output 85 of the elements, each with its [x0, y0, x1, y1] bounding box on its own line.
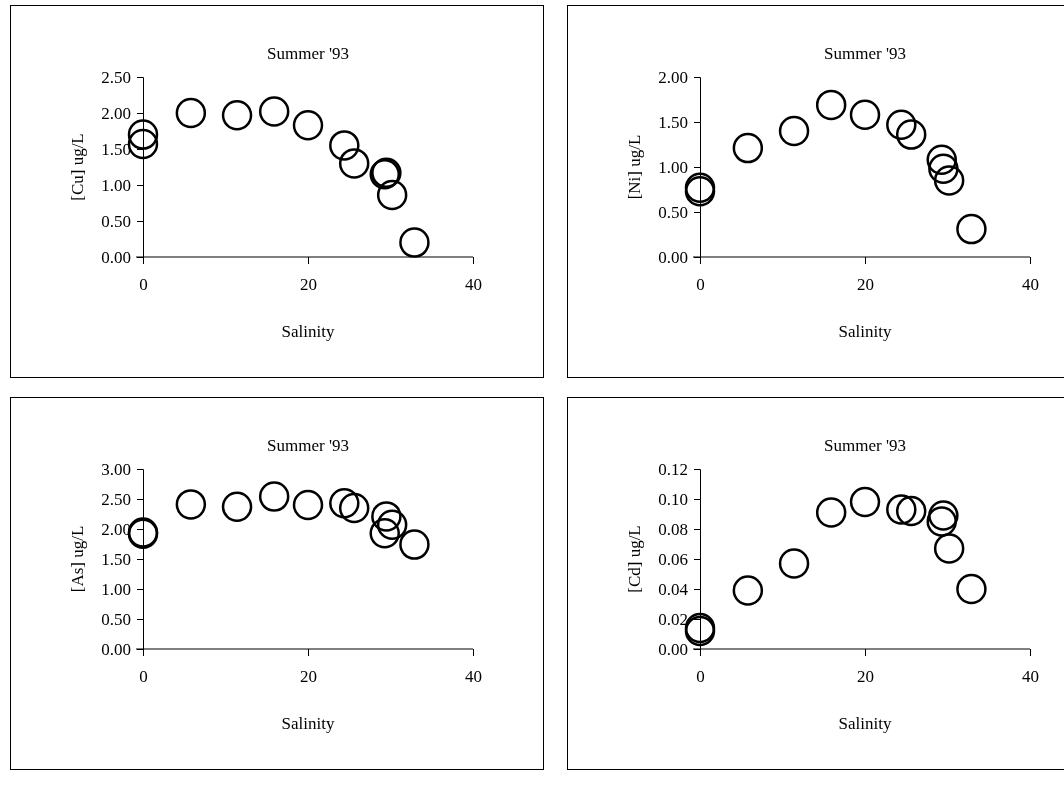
point [292, 110, 324, 141]
y-tick-label: 1.00 [101, 579, 131, 599]
point [371, 501, 402, 532]
y-tick-label: 0.00 [101, 639, 131, 659]
y-tick-label: 3.00 [101, 459, 131, 479]
x-tick-label: 20 [857, 667, 874, 687]
point [329, 130, 360, 161]
y-axis-title: [As] ug/L [68, 525, 87, 593]
point [815, 497, 847, 528]
y-tick-label: 1.50 [101, 549, 131, 569]
y-axis-title: [Ni] ug/L [625, 134, 644, 200]
point [778, 548, 810, 579]
x-tick-label: 0 [696, 275, 705, 295]
point [329, 487, 360, 519]
point [175, 97, 207, 129]
point [292, 489, 324, 521]
point [221, 99, 253, 131]
point [933, 533, 965, 564]
point [399, 227, 430, 258]
y-tick-label: 0.10 [658, 489, 688, 509]
y-tick-label: 0.00 [658, 247, 688, 267]
x-tick-label: 20 [300, 275, 317, 295]
y-tick-label: 2.00 [658, 67, 688, 87]
point [895, 495, 927, 527]
chart-title: Summer '93 [267, 44, 349, 63]
point [258, 481, 290, 512]
x-tick-label: 0 [139, 667, 148, 687]
y-tick-label: 0.06 [658, 549, 688, 569]
y-tick-label: 1.00 [658, 157, 688, 177]
y-tick-label: 0.00 [101, 247, 131, 267]
y-tick-label: 0.02 [658, 609, 688, 629]
y-tick-label: 0.04 [658, 579, 689, 599]
x-axis-title: Salinity [838, 714, 892, 733]
y-tick-label: 1.00 [101, 175, 131, 195]
point [926, 144, 957, 176]
x-tick-label: 20 [300, 667, 317, 687]
x-axis-title: Salinity [838, 322, 892, 341]
x-tick-label: 40 [1022, 667, 1039, 687]
point [338, 492, 370, 524]
point [895, 119, 927, 150]
point [956, 213, 987, 245]
point [732, 132, 764, 164]
point [956, 573, 987, 605]
y-axis-title: [Cd] ug/L [625, 525, 644, 593]
point [849, 486, 881, 518]
x-tick-label: 0 [696, 667, 705, 687]
point [376, 179, 408, 211]
chart-title: Summer '93 [824, 44, 906, 63]
point [886, 109, 917, 140]
x-tick-label: 0 [139, 275, 148, 295]
y-tick-label: 2.00 [101, 103, 131, 123]
point [369, 517, 400, 549]
point [221, 491, 253, 523]
y-tick-label: 0.08 [658, 519, 688, 539]
point [933, 165, 965, 196]
chart-title: Summer '93 [267, 436, 349, 455]
chart-title: Summer '93 [824, 436, 906, 455]
point [886, 494, 917, 525]
point [926, 506, 957, 537]
y-tick-label: 0.50 [658, 202, 688, 222]
y-tick-label: 2.50 [101, 67, 131, 87]
point [928, 153, 959, 185]
y-tick-label: 0.12 [658, 459, 688, 479]
point [376, 509, 408, 541]
point [258, 96, 290, 127]
x-axis-title: Salinity [281, 322, 335, 341]
x-tick-label: 40 [465, 667, 482, 687]
point [399, 529, 430, 560]
x-tick-label: 40 [1022, 275, 1039, 295]
point [778, 115, 810, 147]
y-tick-label: 0.00 [658, 639, 688, 659]
y-tick-label: 1.50 [658, 112, 688, 132]
y-axis-title: [Cu] ug/L [68, 133, 87, 201]
x-tick-label: 40 [465, 275, 482, 295]
point [175, 489, 207, 520]
y-tick-label: 2.50 [101, 489, 131, 509]
point [849, 99, 881, 131]
x-axis-title: Salinity [281, 714, 335, 733]
point [338, 148, 370, 179]
y-tick-label: 0.50 [101, 609, 131, 629]
x-tick-label: 20 [857, 275, 874, 295]
y-tick-label: 0.50 [101, 211, 131, 231]
point [928, 500, 959, 531]
point [815, 89, 847, 121]
point [732, 575, 764, 606]
